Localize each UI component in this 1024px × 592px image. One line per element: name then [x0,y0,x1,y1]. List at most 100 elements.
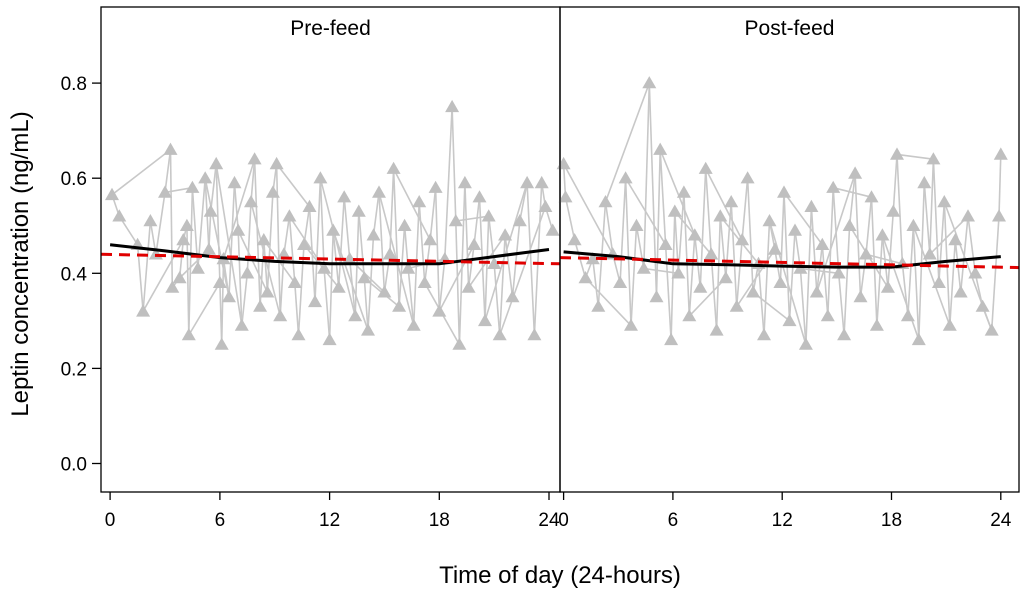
sample-marker [809,285,824,298]
trajectory-segment [670,211,676,340]
sample-marker [961,209,975,222]
trajectory-segment [967,216,977,274]
sample-marker [926,152,941,165]
trajectory-segment [870,197,878,326]
sample-marker [859,247,873,260]
sample-marker [757,328,771,341]
trajectory-segment [876,235,884,326]
sample-marker [664,332,679,346]
trajectory-segment [407,268,415,326]
sample-marker [556,156,571,170]
sample-marker [361,323,375,336]
trajectory-segment [659,149,667,245]
trajectory-segment [458,182,466,345]
sample-marker [598,195,613,208]
trajectory-segment [998,154,1002,217]
sample-marker [317,261,332,274]
trajectory-segment [929,215,969,255]
sample-marker [143,214,158,227]
trajectory-segment [929,159,935,255]
trajectory-segment [398,225,406,307]
trajectory-segment [438,244,475,312]
sample-marker [767,242,782,255]
sample-marker [337,190,352,203]
sample-marker [212,275,227,288]
trajectory-segment [735,239,743,307]
sample-marker [432,304,447,317]
trajectory-segment [719,216,727,279]
sample-marker [993,147,1008,160]
trajectory-segment [788,230,796,321]
sample-marker [512,214,527,227]
sample-marker [578,271,593,284]
sample-marker [406,318,421,331]
sample-marker [417,275,432,288]
sample-marker [382,247,397,260]
trajectory-segment [279,254,285,317]
trajectory-segment [907,225,915,317]
trajectory-segment [484,182,528,322]
trajectory-segment [688,277,727,317]
trajectory-segment [275,163,311,208]
trajectory-segment [635,225,645,269]
trajectory-segment [451,106,457,222]
trajectory-segment [429,187,437,241]
trajectory-segment [246,201,252,274]
trajectory-segment [859,254,867,298]
trajectory-segment [328,230,334,340]
sample-marker [348,309,363,322]
smooth-curve [109,243,550,266]
sample-marker [746,285,761,298]
trajectory-segment [303,244,340,289]
trajectory-segment [768,220,807,345]
trajectory-segment [526,182,536,336]
sample-marker [906,218,921,231]
trajectory-segment [164,186,193,194]
x-tick-label: 12 [319,510,340,531]
trajectory-segment [896,153,934,160]
trajectory-segment [288,216,296,283]
sample-marker [326,223,341,236]
sample-marker [869,318,884,331]
trajectory-segment [237,230,269,293]
sample-marker [693,280,708,293]
trajectory-segment [464,182,470,288]
trajectory-segment [323,268,331,340]
sample-marker [658,237,673,250]
sample-marker [185,180,200,193]
trajectory-segment [741,178,749,241]
trajectory-segment [253,159,261,307]
trajectory-segment [314,178,322,302]
sample-marker [618,171,633,184]
sample-marker [276,247,291,260]
trajectory-segment [444,106,453,260]
sample-marker [158,185,172,198]
trajectory-segment [837,273,845,336]
trajectory-segment [943,201,951,326]
trajectory-segment [275,163,281,317]
trajectory-segment [892,154,898,212]
sample-marker [762,214,777,227]
sample-marker [911,332,926,346]
sample-marker [864,190,879,203]
trajectory-segment [564,197,576,241]
trajectory-segment [763,220,771,336]
sample-marker [613,275,628,288]
trajectory-segment [730,201,738,307]
trajectory-segment [704,168,743,241]
sample-marker [886,204,901,217]
sample-marker [782,313,797,327]
sample-marker [629,218,644,231]
x-tick-label: 18 [881,510,902,531]
sample-marker [165,280,180,293]
sample-marker [826,180,841,193]
sample-marker [724,195,739,208]
trajectory-segment [498,235,506,336]
panel-title: Pre-feed [290,17,371,40]
trajectory-segment [923,182,931,255]
panel-frame [100,6,561,493]
trajectory-segment [848,173,856,226]
sample-marker [472,190,487,203]
sample-marker [937,195,952,208]
trajectory-segment [664,244,672,340]
